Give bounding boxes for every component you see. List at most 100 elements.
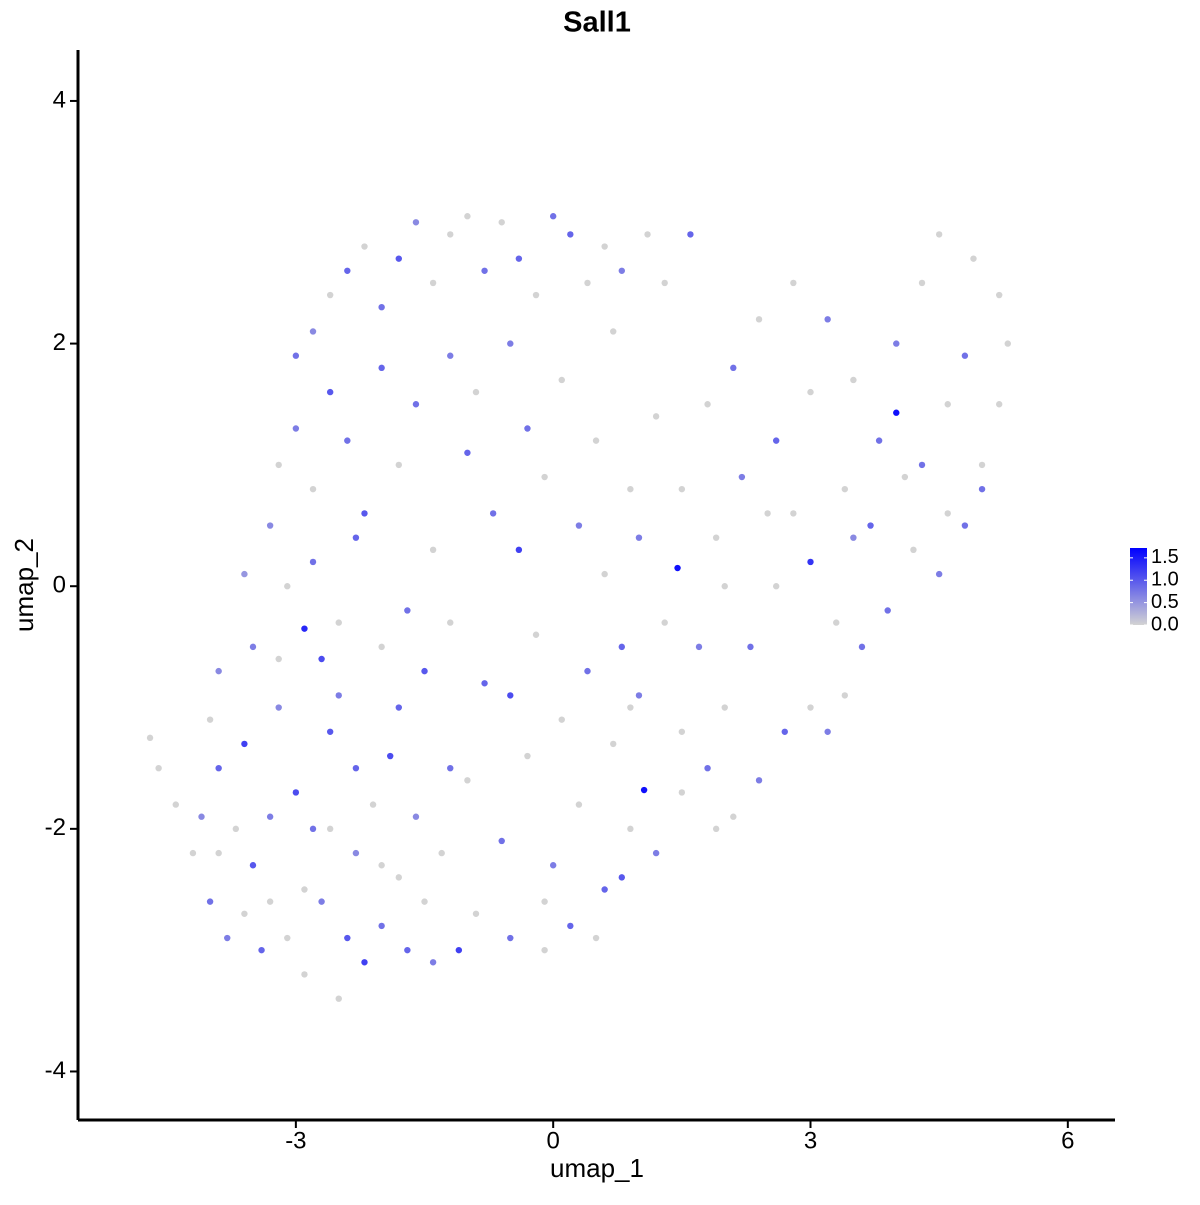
point — [284, 583, 291, 590]
point — [747, 643, 754, 651]
point — [532, 631, 540, 638]
colorbar — [1130, 548, 1147, 625]
point — [206, 898, 214, 905]
point — [507, 692, 514, 699]
point — [155, 764, 162, 772]
point — [674, 564, 681, 572]
point — [309, 825, 317, 833]
point — [738, 473, 746, 481]
point — [807, 388, 814, 396]
point — [712, 534, 720, 541]
point — [610, 740, 617, 748]
point — [678, 789, 686, 796]
point — [824, 316, 831, 323]
point — [970, 255, 977, 262]
point — [241, 740, 248, 748]
point — [292, 425, 300, 432]
x-tick-label: 6 — [1061, 1127, 1074, 1154]
point — [266, 813, 274, 820]
point — [661, 279, 668, 287]
point — [318, 898, 325, 905]
point — [781, 728, 788, 735]
point — [361, 959, 368, 966]
point — [404, 946, 411, 954]
point — [1004, 340, 1011, 347]
point — [790, 279, 797, 287]
point — [833, 619, 840, 626]
point — [447, 231, 454, 238]
point — [807, 558, 814, 566]
point — [344, 267, 351, 274]
point — [652, 413, 660, 420]
point — [464, 213, 471, 220]
point — [893, 409, 900, 416]
point — [412, 219, 420, 226]
point — [515, 546, 523, 554]
point — [352, 764, 360, 772]
point — [601, 886, 608, 893]
point — [309, 558, 317, 566]
point — [627, 485, 634, 493]
point — [421, 898, 428, 905]
point — [730, 813, 737, 820]
point — [275, 655, 282, 663]
x-tick-label: 0 — [547, 1127, 560, 1154]
point — [352, 849, 360, 857]
point — [532, 291, 540, 299]
point — [858, 643, 866, 651]
point — [601, 243, 608, 250]
point — [292, 789, 300, 796]
point — [558, 376, 565, 384]
point — [515, 255, 523, 262]
point — [215, 667, 222, 675]
point — [507, 340, 514, 347]
point — [618, 874, 626, 881]
point — [172, 801, 179, 808]
point — [498, 837, 505, 845]
point — [266, 522, 274, 529]
point — [575, 801, 583, 808]
colorbar-label: 1.5 — [1151, 546, 1179, 568]
point — [301, 971, 308, 978]
point — [275, 461, 282, 469]
point — [378, 643, 385, 651]
point — [635, 692, 643, 699]
point — [558, 716, 565, 723]
point — [438, 849, 445, 857]
point — [429, 279, 437, 287]
point — [704, 401, 711, 408]
x-tick-label: -3 — [285, 1127, 306, 1154]
point — [652, 849, 660, 857]
point — [996, 291, 1003, 299]
point — [755, 777, 763, 784]
point — [730, 364, 737, 372]
point — [224, 934, 231, 942]
point — [944, 510, 951, 517]
point — [481, 267, 488, 274]
point — [241, 910, 248, 917]
point — [601, 570, 608, 578]
point — [575, 522, 583, 529]
point — [807, 704, 814, 711]
point — [893, 340, 900, 347]
point — [901, 473, 909, 481]
point — [309, 485, 317, 493]
point — [918, 461, 926, 469]
point — [524, 752, 531, 760]
point — [378, 364, 385, 372]
colorbar-label: 1.0 — [1151, 569, 1179, 591]
point — [412, 813, 420, 820]
point — [644, 231, 651, 238]
point — [378, 862, 385, 869]
point — [301, 886, 308, 893]
point — [326, 728, 334, 735]
point — [961, 522, 969, 529]
point — [850, 534, 857, 541]
point — [249, 862, 257, 869]
x-tick-label: 3 — [804, 1127, 817, 1154]
point — [721, 704, 728, 711]
point — [618, 267, 626, 274]
point — [618, 643, 626, 651]
point — [755, 316, 763, 323]
